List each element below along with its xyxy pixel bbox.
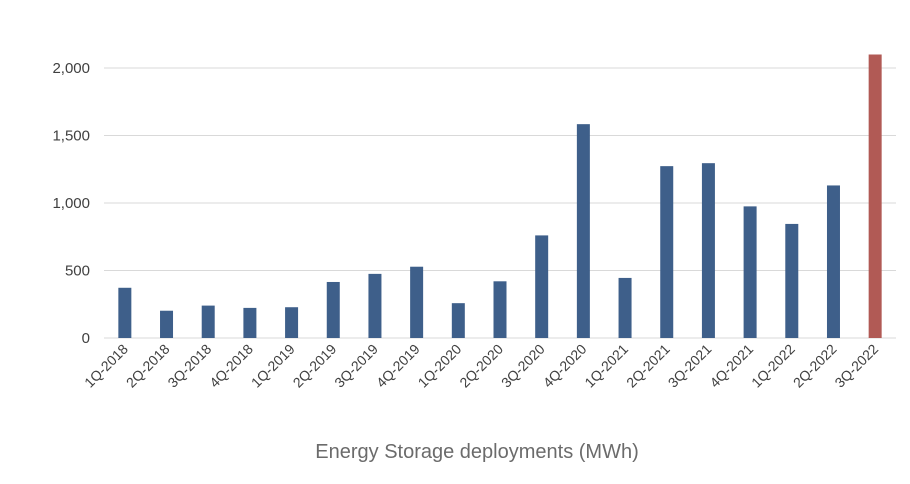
x-tick-label: 3Q-2019 (331, 341, 381, 391)
bar-3Q-2021 (701, 163, 715, 338)
bar-2Q-2022 (826, 185, 840, 338)
y-tick-label: 1,000 (52, 195, 90, 212)
x-tick-label: 2Q-2018 (123, 341, 173, 391)
y-tick-label: 1,500 (52, 128, 90, 145)
gridlines (104, 67, 896, 339)
bar-1Q-2022 (785, 223, 799, 338)
bar-2Q-2021 (660, 166, 674, 338)
x-tick-label: 3Q-2021 (665, 341, 715, 391)
x-tick-label: 2Q-2022 (790, 341, 840, 391)
bar-4Q-2019 (410, 266, 424, 338)
y-tick-label: 2,000 (52, 60, 90, 77)
x-tick-label: 1Q-2022 (748, 341, 798, 391)
x-axis-title: Energy Storage deployments (MWh) (315, 441, 638, 463)
x-tick-label: 4Q-2018 (206, 341, 256, 391)
bars (118, 54, 882, 338)
bar-3Q-2019 (368, 273, 382, 338)
bar-2Q-2019 (326, 281, 340, 338)
x-tick-label: 3Q-2018 (164, 341, 214, 391)
x-tick-label: 4Q-2019 (373, 341, 423, 391)
x-tick-label: 2Q-2020 (456, 341, 506, 391)
bar-2Q-2018 (160, 310, 174, 338)
x-tick-label: 4Q-2021 (706, 341, 756, 391)
bar-4Q-2021 (743, 206, 757, 338)
bar-3Q-2018 (201, 305, 215, 338)
x-tick-label: 3Q-2020 (498, 341, 548, 391)
bar-4Q-2020 (576, 124, 590, 338)
x-tick-label: 1Q-2020 (415, 341, 465, 391)
bar-4Q-2018 (243, 307, 257, 338)
bar-1Q-2019 (285, 307, 299, 338)
bar-1Q-2018 (118, 287, 132, 338)
x-tick-label: 2Q-2021 (623, 341, 673, 391)
x-axis-ticks: 1Q-20182Q-20183Q-20184Q-20181Q-20192Q-20… (81, 341, 881, 391)
bar-1Q-2021 (618, 277, 632, 338)
x-tick-label: 2Q-2019 (290, 341, 340, 391)
bar-1Q-2020 (451, 303, 465, 338)
bar-3Q-2022 (868, 54, 882, 338)
x-tick-label: 1Q-2019 (248, 341, 298, 391)
bar-3Q-2020 (535, 235, 549, 338)
y-tick-label: 0 (82, 330, 90, 347)
x-tick-label: 1Q-2018 (81, 341, 131, 391)
x-tick-label: 3Q-2022 (831, 341, 881, 391)
x-tick-label: 1Q-2021 (581, 341, 631, 391)
y-tick-label: 500 (65, 263, 90, 280)
bar-2Q-2020 (493, 281, 507, 338)
y-axis-ticks: 0 500 1,000 1,500 2,000 (52, 60, 90, 347)
x-tick-label: 4Q-2020 (540, 341, 590, 391)
